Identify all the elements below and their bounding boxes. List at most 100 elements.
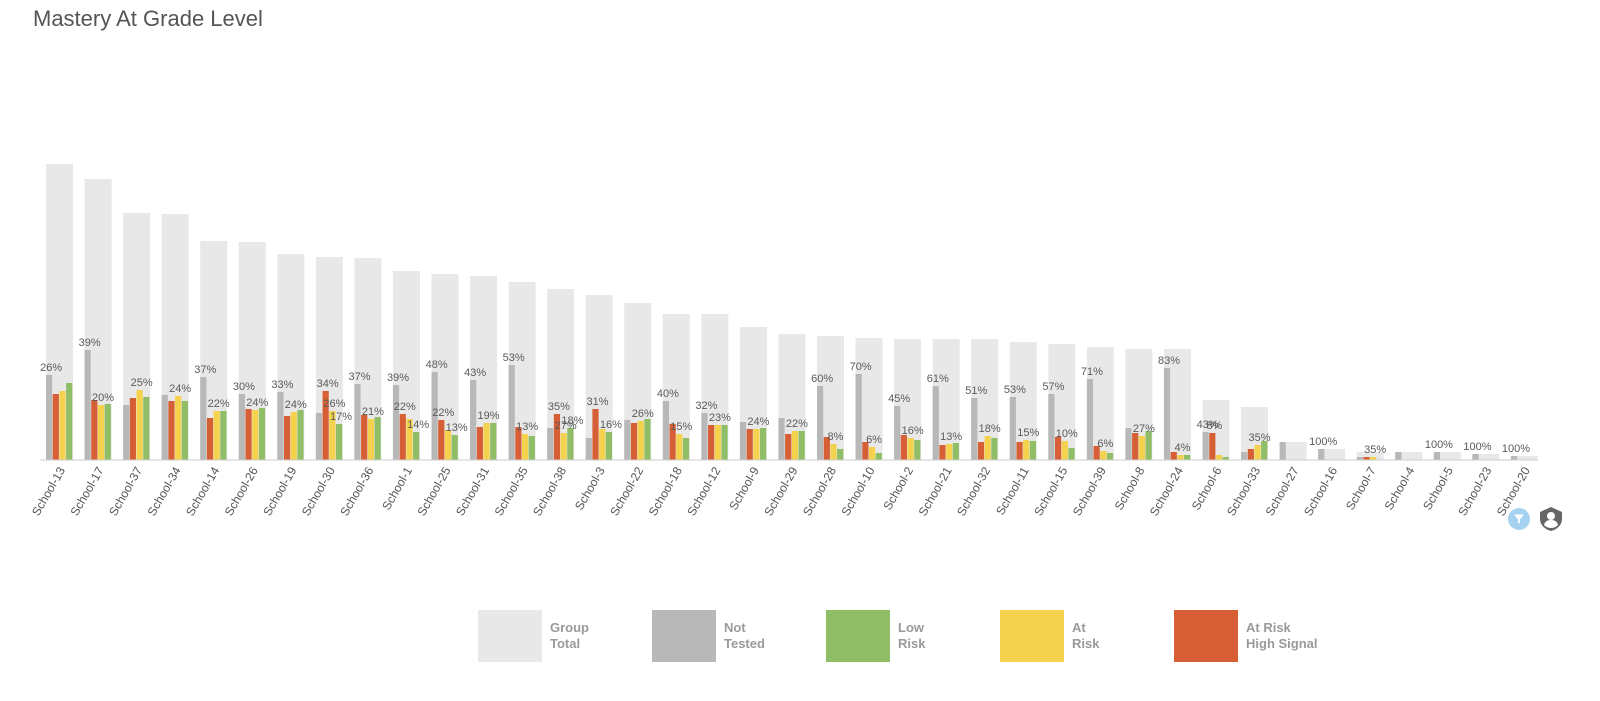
bar-low-risk-school-11[interactable] bbox=[1029, 441, 1037, 460]
bar-high-signal-school-10[interactable] bbox=[862, 442, 869, 460]
bar-not-tested-school-12[interactable] bbox=[701, 413, 708, 460]
bar-at-risk-school-29[interactable] bbox=[791, 431, 799, 460]
bar-at-risk-school-12[interactable] bbox=[714, 425, 721, 460]
bar-not-tested-school-37[interactable] bbox=[123, 405, 130, 460]
bar-at-risk-school-24[interactable] bbox=[1177, 455, 1184, 460]
bar-not-tested-school-18[interactable] bbox=[662, 401, 669, 460]
bar-not-tested-school-9[interactable] bbox=[739, 422, 747, 460]
bar-low-risk-school-30[interactable] bbox=[335, 424, 343, 460]
bar-at-risk-school-38[interactable] bbox=[560, 433, 567, 460]
bar-low-risk-school-22[interactable] bbox=[644, 419, 651, 460]
bar-at-risk-school-6[interactable] bbox=[1215, 455, 1223, 460]
bar-low-risk-school-31[interactable] bbox=[490, 423, 497, 460]
bar-low-risk-school-19[interactable] bbox=[297, 410, 304, 460]
legend-item-high-signal[interactable]: At Risk High Signal bbox=[1174, 610, 1356, 662]
bar-not-tested-school-6[interactable] bbox=[1202, 432, 1209, 460]
bar-at-risk-school-32[interactable] bbox=[984, 436, 991, 460]
bar-low-risk-school-32[interactable] bbox=[991, 438, 998, 460]
bar-low-risk-school-36[interactable] bbox=[374, 417, 381, 460]
bar-not-tested-school-7[interactable] bbox=[1356, 457, 1363, 460]
bar-low-risk-school-1[interactable] bbox=[413, 432, 420, 460]
bar-high-signal-school-37[interactable] bbox=[129, 398, 136, 460]
bar-at-risk-school-28[interactable] bbox=[830, 444, 837, 460]
bar-high-signal-school-28[interactable] bbox=[823, 437, 830, 460]
bar-low-risk-school-39[interactable] bbox=[1106, 453, 1114, 460]
bar-at-risk-school-11[interactable] bbox=[1023, 440, 1030, 460]
bar-low-risk-school-6[interactable] bbox=[1222, 457, 1229, 460]
bar-not-tested-school-8[interactable] bbox=[1125, 428, 1132, 460]
bar-at-risk-school-36[interactable] bbox=[367, 419, 374, 460]
bar-low-risk-school-14[interactable] bbox=[220, 411, 227, 460]
bar-not-tested-school-13[interactable] bbox=[46, 375, 53, 460]
bar-high-signal-school-15[interactable] bbox=[1055, 437, 1062, 460]
bar-at-risk-school-1[interactable] bbox=[406, 419, 413, 460]
bar-at-risk-school-26[interactable] bbox=[252, 410, 259, 460]
bar-low-risk-school-2[interactable] bbox=[914, 440, 921, 460]
bar-low-risk-school-37[interactable] bbox=[143, 397, 150, 460]
bar-not-tested-school-21[interactable] bbox=[932, 386, 939, 460]
bar-high-signal-school-34[interactable] bbox=[168, 401, 175, 460]
bar-high-signal-school-24[interactable] bbox=[1170, 452, 1177, 460]
bar-not-tested-school-3[interactable] bbox=[585, 438, 592, 460]
bar-high-signal-school-33[interactable] bbox=[1247, 449, 1254, 460]
bar-not-tested-school-28[interactable] bbox=[817, 386, 824, 460]
bar-low-risk-school-3[interactable] bbox=[605, 432, 612, 460]
bar-low-risk-school-38[interactable] bbox=[567, 428, 574, 460]
bar-not-tested-school-22[interactable] bbox=[624, 420, 631, 460]
bar-not-tested-school-17[interactable] bbox=[84, 350, 91, 460]
bar-not-tested-school-11[interactable] bbox=[1009, 397, 1016, 460]
bar-high-signal-school-8[interactable] bbox=[1132, 433, 1139, 460]
bar-not-tested-school-14[interactable] bbox=[200, 377, 207, 460]
bar-at-risk-school-8[interactable] bbox=[1138, 436, 1145, 460]
bar-not-tested-school-15[interactable] bbox=[1048, 394, 1055, 460]
bar-not-tested-school-4[interactable] bbox=[1395, 452, 1402, 460]
bar-at-risk-school-10[interactable] bbox=[868, 447, 876, 460]
filter-icon[interactable] bbox=[1508, 508, 1530, 530]
bar-low-risk-school-28[interactable] bbox=[837, 449, 844, 460]
bar-at-risk-school-30[interactable] bbox=[329, 411, 336, 460]
bar-not-tested-school-5[interactable] bbox=[1433, 452, 1440, 460]
bar-at-risk-school-17[interactable] bbox=[97, 405, 105, 460]
bar-low-risk-school-9[interactable] bbox=[760, 428, 767, 460]
bar-at-risk-school-25[interactable] bbox=[444, 430, 452, 460]
bar-high-signal-school-7[interactable] bbox=[1363, 457, 1370, 460]
bar-not-tested-school-27[interactable] bbox=[1279, 442, 1286, 460]
bar-high-signal-school-39[interactable] bbox=[1093, 446, 1100, 460]
bar-at-risk-school-13[interactable] bbox=[59, 391, 66, 460]
bar-high-signal-school-6[interactable] bbox=[1209, 433, 1216, 460]
bar-low-risk-school-18[interactable] bbox=[682, 438, 690, 460]
bar-group-total-school-16[interactable] bbox=[1318, 449, 1346, 460]
bar-low-risk-school-25[interactable] bbox=[451, 435, 458, 460]
bar-low-risk-school-8[interactable] bbox=[1145, 431, 1152, 460]
bar-high-signal-school-30[interactable] bbox=[322, 391, 329, 460]
bar-at-risk-school-18[interactable] bbox=[676, 434, 683, 460]
bar-not-tested-school-23[interactable] bbox=[1472, 454, 1479, 460]
bar-not-tested-school-29[interactable] bbox=[778, 418, 785, 460]
bar-high-signal-school-1[interactable] bbox=[399, 414, 406, 460]
legend-item-not-tested[interactable]: Not Tested bbox=[652, 610, 804, 662]
legend-item-low-risk[interactable]: Low Risk bbox=[826, 610, 978, 662]
bar-low-risk-school-17[interactable] bbox=[104, 404, 111, 460]
bar-high-signal-school-2[interactable] bbox=[900, 435, 907, 460]
bar-low-risk-school-33[interactable] bbox=[1261, 441, 1268, 460]
bar-at-risk-school-14[interactable] bbox=[213, 411, 220, 460]
bar-at-risk-school-35[interactable] bbox=[522, 434, 529, 460]
bar-high-signal-school-26[interactable] bbox=[245, 409, 252, 460]
bar-not-tested-school-10[interactable] bbox=[855, 374, 862, 460]
bar-at-risk-school-31[interactable] bbox=[483, 423, 490, 460]
bar-not-tested-school-30[interactable] bbox=[315, 413, 323, 460]
bar-high-signal-school-31[interactable] bbox=[476, 427, 483, 460]
bar-at-risk-school-2[interactable] bbox=[907, 438, 914, 460]
bar-group-total-school-20[interactable] bbox=[1510, 456, 1538, 460]
bar-group-total-school-4[interactable] bbox=[1395, 452, 1423, 460]
bar-high-signal-school-35[interactable] bbox=[515, 427, 522, 460]
bar-high-signal-school-3[interactable] bbox=[592, 409, 599, 460]
bar-not-tested-school-34[interactable] bbox=[161, 395, 168, 460]
legend-item-group-total[interactable]: Group Total bbox=[478, 610, 630, 662]
bar-high-signal-school-12[interactable] bbox=[708, 425, 715, 460]
bar-high-signal-school-38[interactable] bbox=[553, 414, 561, 460]
bar-high-signal-school-29[interactable] bbox=[785, 434, 792, 460]
bar-at-risk-school-22[interactable] bbox=[637, 421, 644, 460]
bar-high-signal-school-19[interactable] bbox=[284, 416, 291, 460]
legend-item-at-risk[interactable]: At Risk bbox=[1000, 610, 1152, 662]
